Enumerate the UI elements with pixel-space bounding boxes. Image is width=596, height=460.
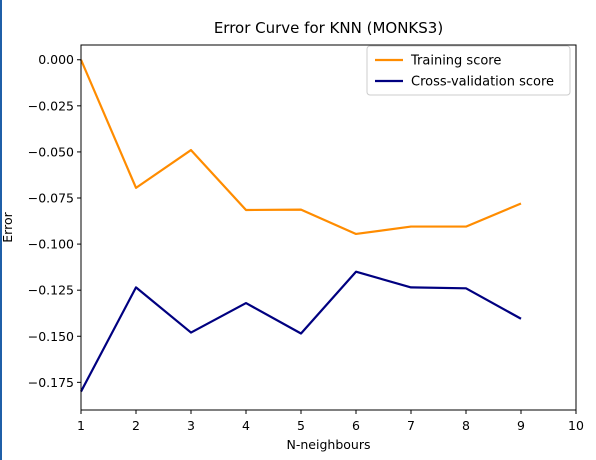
legend: Training score Cross-validation score — [366, 45, 571, 96]
y-tick-label: 0.000 — [38, 52, 74, 67]
x-axis: 1 2 3 4 5 6 7 8 9 10 — [77, 410, 584, 433]
series-line-1 — [80, 270, 522, 393]
y-tick-label: −0.175 — [28, 375, 74, 390]
legend-label: Training score — [410, 54, 501, 69]
legend-label: Cross-validation score — [411, 75, 554, 90]
chart-title: Error Curve for KNN (MONKS3) — [214, 19, 443, 37]
y-tick-label: −0.075 — [28, 191, 74, 206]
x-tick-label: 10 — [568, 418, 584, 433]
legend-box — [366, 45, 571, 96]
y-tick-label: −0.150 — [28, 329, 74, 344]
x-tick-label: 8 — [462, 418, 470, 433]
x-tick-label: 3 — [187, 418, 195, 433]
y-tick-label: −0.025 — [28, 98, 74, 113]
window-edge — [0, 0, 2, 460]
x-tick-label: 9 — [517, 418, 525, 433]
y-tick-label: −0.100 — [28, 237, 74, 252]
plot-frame — [80, 44, 577, 411]
x-tick-label: 2 — [132, 418, 140, 433]
series-lines — [79, 59, 522, 393]
x-tick-label: 7 — [407, 418, 415, 433]
x-tick-label: 6 — [352, 418, 360, 433]
x-axis-label: N-neighbours — [287, 437, 371, 452]
y-axis: 0.000 −0.025 −0.050 −0.075 −0.100 −0.125 −0.15… — [28, 52, 81, 390]
y-axis-label: Error — [0, 211, 15, 242]
y-tick-label: −0.125 — [28, 283, 74, 298]
x-tick-label: 5 — [297, 418, 305, 433]
x-tick-label: 1 — [77, 418, 85, 433]
x-tick-label: 4 — [242, 418, 250, 433]
y-tick-label: −0.050 — [28, 144, 74, 159]
